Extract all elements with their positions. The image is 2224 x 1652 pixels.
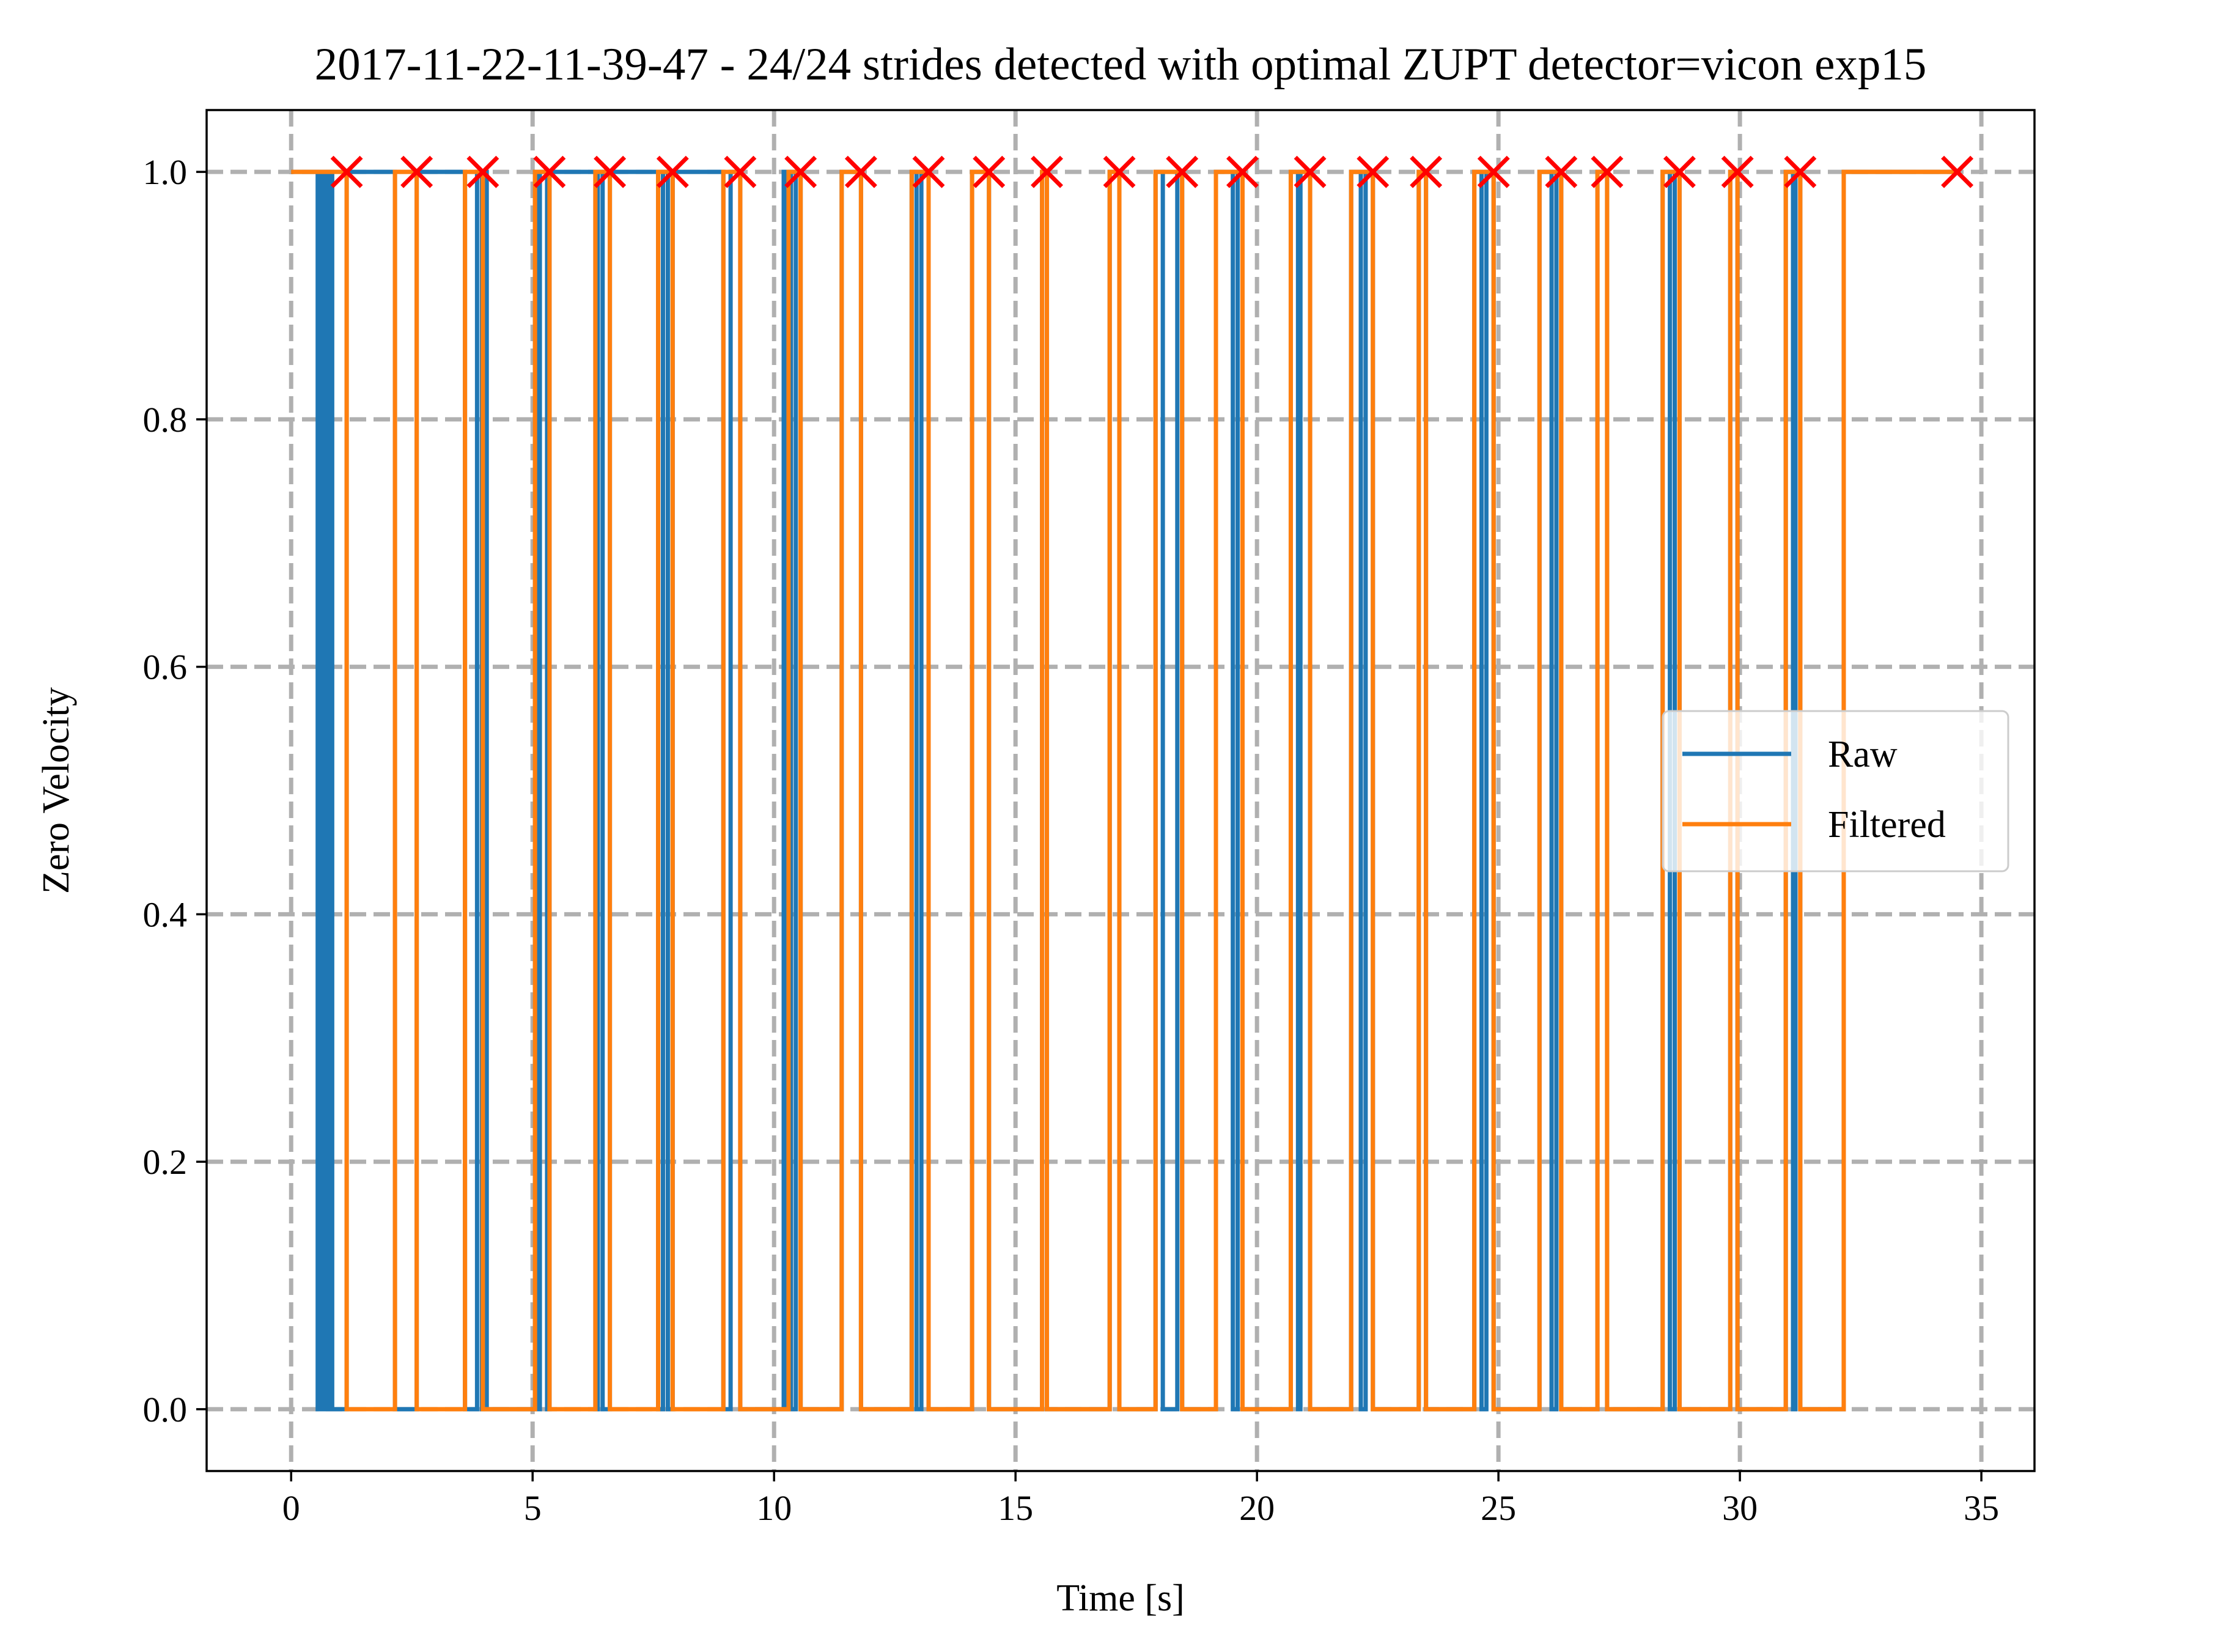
stride-marker-stroke-b	[466, 155, 499, 188]
stride-marker-13	[1166, 155, 1199, 188]
stride-marker-3	[533, 155, 566, 188]
stride-markers	[330, 155, 1974, 188]
stride-marker-19	[1545, 155, 1578, 188]
stride-marker-17	[1410, 155, 1443, 188]
stride-marker-8	[844, 155, 877, 188]
y-tick-label-4: 0.8	[143, 400, 188, 440]
x-tick-label-3: 15	[998, 1488, 1033, 1528]
x-tick-label-6: 30	[1722, 1488, 1758, 1528]
y-tick-label-0: 0.0	[143, 1390, 188, 1429]
stride-marker-4	[594, 155, 627, 188]
stride-marker-stroke-b	[400, 155, 433, 188]
stride-marker-stroke-b	[1721, 155, 1754, 188]
y-axis-ticks: 0.0 0.2 0.4 0.6 0.8 1.0	[143, 152, 207, 1429]
stride-marker-21	[1663, 155, 1696, 188]
stride-marker-stroke-b	[656, 155, 689, 188]
legend: Raw Filtered	[1662, 710, 2009, 872]
stride-marker-stroke-b	[1410, 155, 1443, 188]
chart-title: 2017-11-22-11-39-47 - 24/24 strides dete…	[315, 39, 1927, 90]
y-tick-label-3: 0.6	[143, 647, 188, 687]
stride-marker-18	[1477, 155, 1510, 188]
y-tick-label-2: 0.4	[143, 894, 188, 934]
stride-marker-stroke-b	[1477, 155, 1510, 188]
stride-marker-1	[400, 155, 433, 188]
stride-marker-24	[1941, 155, 1974, 188]
stride-marker-stroke-b	[594, 155, 627, 188]
stride-marker-15	[1294, 155, 1327, 188]
stride-marker-14	[1226, 155, 1259, 188]
stride-marker-16	[1357, 155, 1390, 188]
stride-marker-23	[1784, 155, 1817, 188]
stride-marker-stroke-b	[784, 155, 817, 188]
stride-marker-stroke-b	[1226, 155, 1259, 188]
stride-marker-stroke-b	[1784, 155, 1817, 188]
stride-marker-0	[330, 155, 363, 188]
x-axis-ticks: 0 5 10 15 20 25 30 35	[282, 1471, 1999, 1528]
stride-marker-10	[973, 155, 1006, 188]
stride-marker-22	[1721, 155, 1754, 188]
stride-marker-11	[1031, 155, 1064, 188]
stride-marker-stroke-b	[1294, 155, 1327, 188]
stride-marker-stroke-b	[912, 155, 945, 188]
stride-marker-2	[466, 155, 499, 188]
y-tick-label-1: 0.2	[143, 1142, 188, 1182]
stride-marker-9	[912, 155, 945, 188]
plot-frame	[205, 109, 2036, 1472]
stride-marker-stroke-b	[724, 155, 757, 188]
stride-marker-stroke-b	[973, 155, 1006, 188]
x-tick-label-2: 10	[756, 1488, 792, 1528]
x-tick-label-1: 5	[524, 1488, 542, 1528]
stride-marker-12	[1103, 155, 1136, 188]
stride-marker-stroke-b	[1031, 155, 1064, 188]
x-axis-label: Time [s]	[1056, 1577, 1185, 1619]
stride-marker-stroke-b	[1591, 155, 1624, 188]
stride-marker-stroke-b	[1166, 155, 1199, 188]
x-tick-label-0: 0	[282, 1488, 300, 1528]
legend-box	[1662, 710, 2009, 872]
stride-marker-stroke-b	[1103, 155, 1136, 188]
stride-marker-stroke-b	[1357, 155, 1390, 188]
stride-marker-stroke-b	[1545, 155, 1578, 188]
stride-marker-7	[784, 155, 817, 188]
x-tick-label-4: 20	[1239, 1488, 1275, 1528]
stride-marker-20	[1591, 155, 1624, 188]
stride-marker-5	[656, 155, 689, 188]
y-axis-label: Zero Velocity	[35, 687, 77, 894]
stride-marker-stroke-b	[1941, 155, 1974, 188]
stride-marker-stroke-b	[1663, 155, 1696, 188]
stride-marker-stroke-b	[533, 155, 566, 188]
stride-marker-stroke-b	[844, 155, 877, 188]
stride-marker-6	[724, 155, 757, 188]
stride-marker-stroke-b	[330, 155, 363, 188]
x-tick-label-7: 35	[1964, 1488, 1999, 1528]
y-tick-label-5: 1.0	[143, 152, 188, 192]
legend-filtered-label: Filtered	[1828, 804, 1946, 846]
legend-raw-label: Raw	[1828, 734, 1898, 775]
x-tick-label-5: 25	[1481, 1488, 1516, 1528]
